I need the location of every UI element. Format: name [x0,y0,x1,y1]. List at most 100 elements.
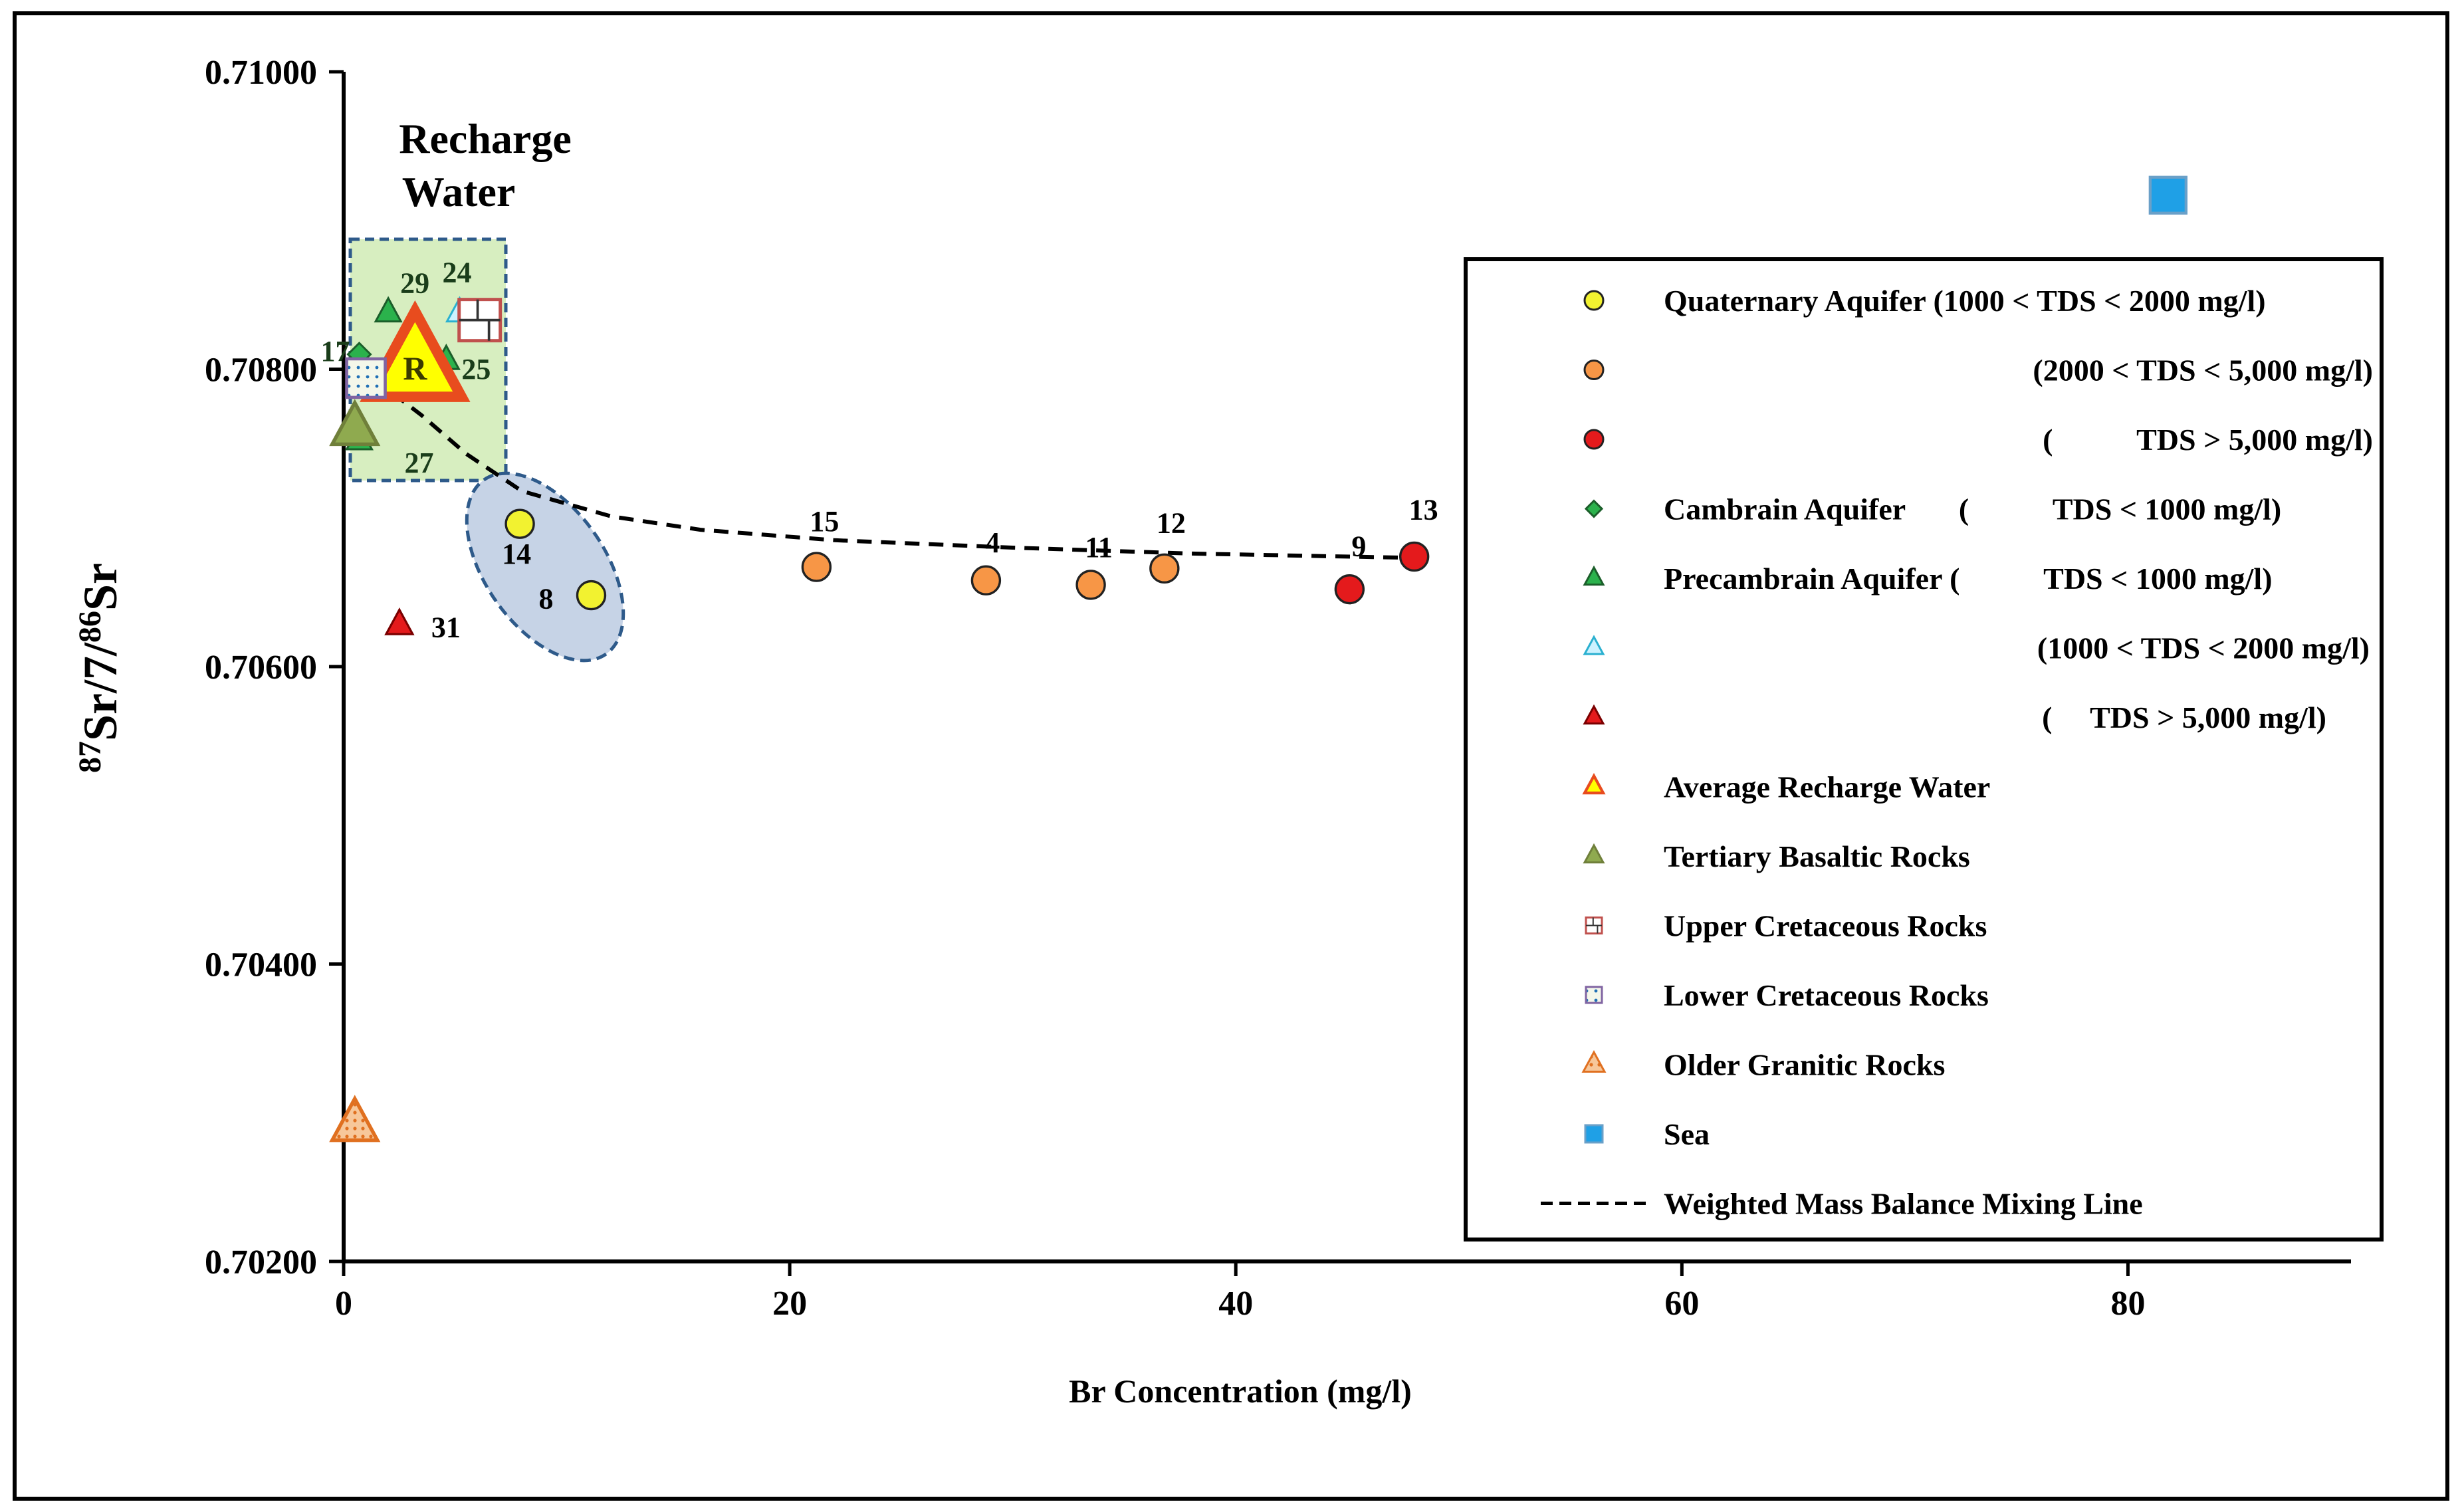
y-tick-label: 0.70600 [205,649,317,687]
legend-label: (1000 < TDS < 2000 mg/l) [2037,631,2370,665]
x-tick-label: 60 [1664,1285,1699,1323]
legend-marker [1583,360,1605,380]
marker-shape [1583,565,1605,586]
legend-label: Average Recharge Water [1664,770,1990,804]
legend-item: Sea [1584,1117,1710,1151]
legend-marker [1584,499,1604,518]
legend-label: Upper Cretaceous Rocks [1664,909,1987,943]
data-point [457,298,503,343]
marker-shape [1334,574,1365,605]
legend-marker [1583,843,1605,864]
marker-shape [1075,570,1106,600]
legend-label: Precambrain Aquifer ( TDS < 1000 mg/l) [1664,562,2273,595]
data-label: R [403,350,427,387]
data-label: 29 [400,267,429,299]
legend-item: Quaternary Aquifer (1000 < TDS < 2000 mg… [1583,284,2266,318]
legend-item: Upper Cretaceous Rocks [1585,909,1987,943]
x-tick-label: 0 [335,1285,352,1323]
marker-shape [1583,704,1605,725]
data-point [329,1095,381,1142]
legend-box [1464,257,2384,1242]
legend-marker [1583,704,1605,725]
legend-item: (2000 < TDS < 5,000 mg/l) [1583,354,2373,387]
data-point [504,508,535,539]
legend-marker [1584,1124,1604,1144]
y-ticks: 0.70200 0.70400 0.70600 0.70800 0.71000 [205,54,344,1281]
legend-item: Weighted Mass Balance Mixing Line [1541,1187,2143,1221]
marker-shape [2148,175,2188,215]
data-point [384,607,415,635]
marker-shape [1582,773,1606,795]
legend-marker [1583,565,1605,586]
marker-shape [576,580,607,611]
marker-shape [1581,1049,1607,1073]
legend-marker [1582,773,1606,795]
legend-label: Tertiary Basaltic Rocks [1664,839,1970,873]
data-label: 11 [1085,531,1113,564]
data-point [374,296,403,323]
marker-shape [374,296,403,323]
legend-marker [1583,429,1605,450]
legend-item: ( TDS > 5,000 mg/l) [1583,423,2373,457]
legend-label: Quaternary Aquifer (1000 < TDS < 2000 mg… [1664,284,2266,318]
y-tick-label: 0.70800 [205,352,317,389]
points-layer: 148 15 4 11 12 9 13 17 29 25 27 24 31 R [320,175,2188,1142]
marker-shape [345,357,387,399]
legend-label: (2000 < TDS < 5,000 mg/l) [2033,354,2373,387]
legend-label: Weighted Mass Balance Mixing Line [1664,1187,2143,1221]
marker-shape [1583,290,1605,311]
data-point [1399,541,1430,572]
marker-shape [1583,429,1605,450]
legend-label: Older Granitic Rocks [1664,1048,1945,1082]
legend-item: Lower Cretaceous Rocks [1585,978,1989,1012]
legend-item: Cambrain Aquifer ( TDS < 1000 mg/l) [1584,492,2281,526]
data-label: 17 [320,335,350,368]
legend-item: Precambrain Aquifer ( TDS < 1000 mg/l) [1583,562,2273,595]
marker-shape [1399,541,1430,572]
data-point [345,357,387,399]
data-point [1334,574,1365,605]
recharge-water-title-line1: Recharge [399,115,571,162]
data-label: 25 [461,353,491,385]
legend-label: Sea [1664,1117,1710,1151]
data-point [801,552,832,582]
legend-item: ( TDS > 5,000 mg/l) [1583,701,2326,734]
data-label: 8 [538,583,553,615]
x-tick-label: 80 [2110,1285,2145,1323]
marker-shape [970,565,1002,595]
legend-item: Older Granitic Rocks [1581,1048,1945,1082]
recharge-water-title-line2: Water [402,168,516,215]
data-point [970,565,1002,595]
data-point [1075,570,1106,600]
marker-shape [1584,1124,1604,1144]
marker-shape [1585,986,1603,1004]
marker-shape [504,508,535,539]
marker-shape [329,1095,381,1142]
mixing-line-layer [350,370,1426,560]
marker-shape [1583,635,1605,655]
data-point [2148,175,2188,215]
legend-item: Average Recharge Water [1582,770,1990,804]
data-label: 15 [810,505,839,538]
data-point [329,399,381,447]
x-axis-label: Br Concentration (mg/l) [1069,1372,1412,1410]
legend-label: Lower Cretaceous Rocks [1664,978,1989,1012]
y-axis-label: 87Sr/7/86Sr [72,563,127,773]
x-tick-label: 40 [1218,1285,1253,1323]
mixing-line [350,370,1426,560]
marker-shape [384,607,415,635]
marker-shape [1583,360,1605,380]
data-label: 27 [404,447,433,479]
legend-item: (1000 < TDS < 2000 mg/l) [1583,631,2370,665]
data-label: 31 [431,611,461,643]
data-label: 14 [502,538,531,570]
legend-marker [1585,917,1603,934]
data-label: 13 [1409,493,1438,526]
marker-shape [1583,843,1605,864]
marker-shape [329,399,381,447]
data-label: 9 [1351,530,1366,563]
legend-item: Tertiary Basaltic Rocks [1583,839,1970,873]
y-tick-label: 0.70400 [205,946,317,984]
data-point [360,300,471,402]
